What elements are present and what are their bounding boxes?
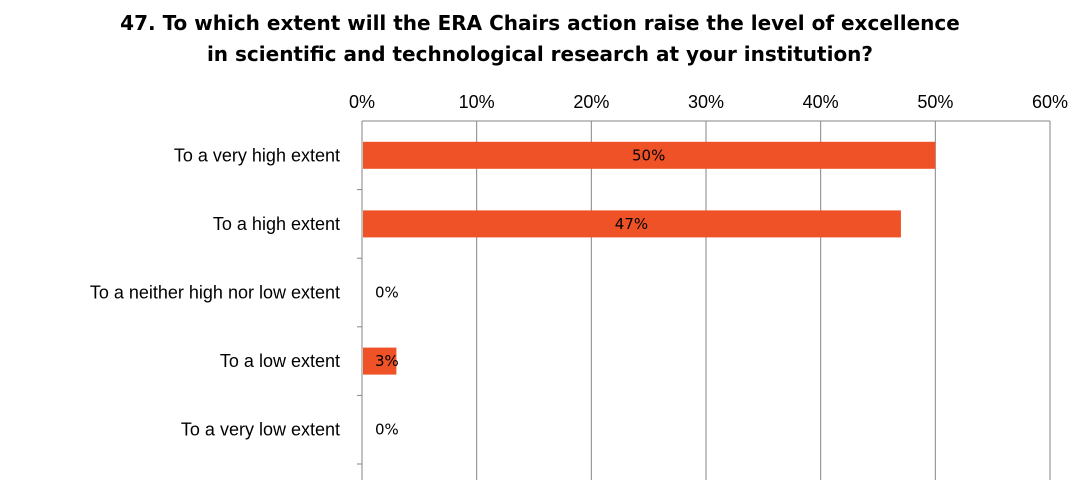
category-label: To a neither high nor low extent <box>90 283 340 303</box>
x-tick-label: 20% <box>573 92 609 112</box>
category-label: To a low extent <box>220 351 340 371</box>
bar <box>363 210 901 238</box>
data-label: 3% <box>375 352 399 370</box>
category-label: To a very high extent <box>174 145 340 165</box>
x-tick-label: 50% <box>917 92 953 112</box>
data-label: 0% <box>375 421 399 439</box>
x-tick-label: 10% <box>459 92 495 112</box>
bar <box>363 141 936 169</box>
chart-title-line-2: in scientific and technological research… <box>207 42 873 66</box>
category-labels: To a very high extent To a high extent To … <box>90 145 340 439</box>
x-axis-tick-labels: 0% 10% 20% 30% 40% 50% 60% <box>349 92 1068 112</box>
category-label: To a high extent <box>213 214 340 234</box>
x-tick-label: 60% <box>1032 92 1068 112</box>
data-label: 0% <box>375 284 399 302</box>
category-label: To a very low extent <box>181 420 340 440</box>
bars <box>363 141 936 375</box>
x-tick-label: 30% <box>688 92 724 112</box>
chart-title-line-1: 47. To which extent will the ERA Chairs … <box>120 11 960 35</box>
x-tick-label: 0% <box>349 92 375 112</box>
plot-frame <box>357 120 1051 480</box>
bar <box>363 347 397 375</box>
gridlines <box>476 121 936 480</box>
chart-title: 47. To which extent will the ERA Chairs … <box>120 11 960 66</box>
data-label: 47% <box>615 215 648 233</box>
x-tick-label: 40% <box>803 92 839 112</box>
data-labels: 50% 47% 0% 3% 0% <box>375 146 665 438</box>
data-label: 50% <box>632 146 665 164</box>
